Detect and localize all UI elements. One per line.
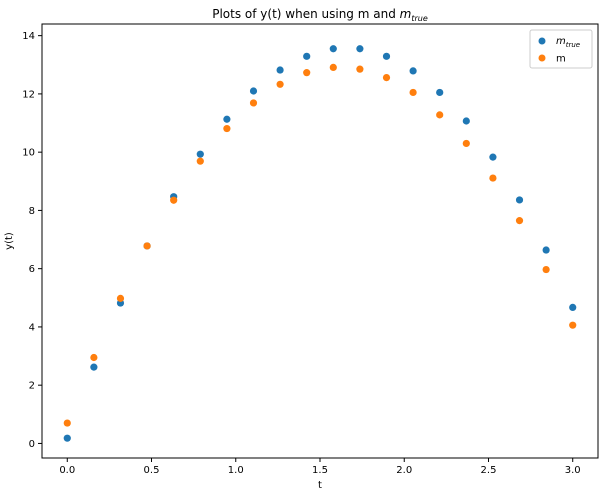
axes-frame	[41, 23, 599, 459]
data-point-m-true	[382, 52, 391, 60]
x-tick-label: 3.0	[565, 465, 581, 476]
data-point-m-true	[329, 45, 337, 53]
x-tick-label: 2.0	[396, 465, 412, 476]
data-point-m-true	[436, 88, 444, 97]
y-tick-label: 8	[29, 206, 35, 217]
legend-label-m-true-subscript: true	[566, 41, 580, 49]
series-m-true	[63, 45, 577, 442]
data-point-m	[329, 63, 337, 71]
legend-marker-m-true	[538, 37, 546, 45]
data-point-m	[569, 321, 577, 329]
data-point-m-true	[356, 45, 364, 53]
data-point-m	[143, 242, 151, 250]
y-tick-label: 4	[29, 322, 35, 333]
data-point-m	[515, 217, 524, 225]
data-point-m	[356, 65, 364, 73]
data-point-m-true	[489, 153, 497, 161]
y-axis-label: y(t)	[4, 232, 15, 250]
data-point-m	[382, 73, 391, 82]
y-tick-label: 0	[29, 439, 35, 450]
plot-area	[41, 23, 599, 459]
data-point-m-true	[515, 196, 524, 204]
y-tick-label: 2	[29, 381, 35, 392]
data-point-m	[249, 99, 258, 107]
data-point-m	[409, 88, 417, 97]
x-tick-label: 2.5	[481, 465, 497, 476]
legend-box	[529, 29, 593, 69]
data-point-m-true	[569, 303, 577, 312]
legend: mtrue m	[529, 29, 593, 69]
chart-title-symbol: m	[400, 7, 412, 21]
data-point-m-true	[223, 115, 231, 123]
y-tick-label: 14	[22, 31, 35, 42]
chart-title: Plots of y(t) when using m and mtrue	[212, 7, 428, 23]
x-tick-label: 1.5	[312, 465, 328, 476]
data-point-m	[223, 124, 231, 133]
ticks-layer: 0.0 0.5 1.0 1.5 2.0 2.5 3.0 0 2 4 6 8 10 12 14	[22, 31, 580, 476]
data-point-m-true	[63, 434, 71, 442]
legend-label-m-true: mtrue	[556, 36, 580, 49]
data-point-m-true	[90, 363, 98, 371]
data-point-m	[489, 174, 497, 182]
y-tick-label: 12	[22, 89, 35, 100]
data-point-m-true	[196, 150, 204, 158]
data-point-m	[303, 69, 311, 77]
data-point-m	[436, 111, 444, 119]
data-point-m	[90, 353, 98, 362]
data-layer	[63, 45, 577, 442]
chart-title-prefix: Plots of y(t) when using m and	[212, 7, 399, 21]
data-point-m	[462, 139, 470, 148]
legend-marker-m	[538, 54, 546, 62]
data-point-m	[196, 157, 204, 165]
y-tick-label: 10	[22, 148, 35, 159]
data-point-m-true	[303, 52, 311, 60]
data-point-m-true	[409, 67, 417, 75]
legend-label-m: m	[556, 54, 566, 65]
x-tick-label: 0.5	[144, 465, 160, 476]
data-point-m	[116, 294, 125, 302]
x-tick-label: 0.0	[59, 465, 75, 476]
data-point-m	[63, 419, 71, 427]
data-point-m-true	[276, 66, 284, 74]
chart-title-subscript: true	[411, 14, 427, 23]
legend-label-m-true-symbol: m	[556, 36, 566, 47]
data-point-m-true	[462, 117, 470, 125]
data-point-m	[276, 80, 284, 88]
x-tick-label: 1.0	[228, 465, 244, 476]
series-m	[63, 63, 577, 427]
x-axis-label: t	[318, 480, 322, 491]
data-point-m-true	[542, 246, 550, 254]
legend-label-m-symbol: m	[556, 54, 566, 65]
data-point-m	[542, 265, 550, 274]
y-tick-label: 6	[29, 264, 35, 275]
data-point-m	[170, 196, 178, 204]
data-point-m-true	[249, 87, 258, 95]
